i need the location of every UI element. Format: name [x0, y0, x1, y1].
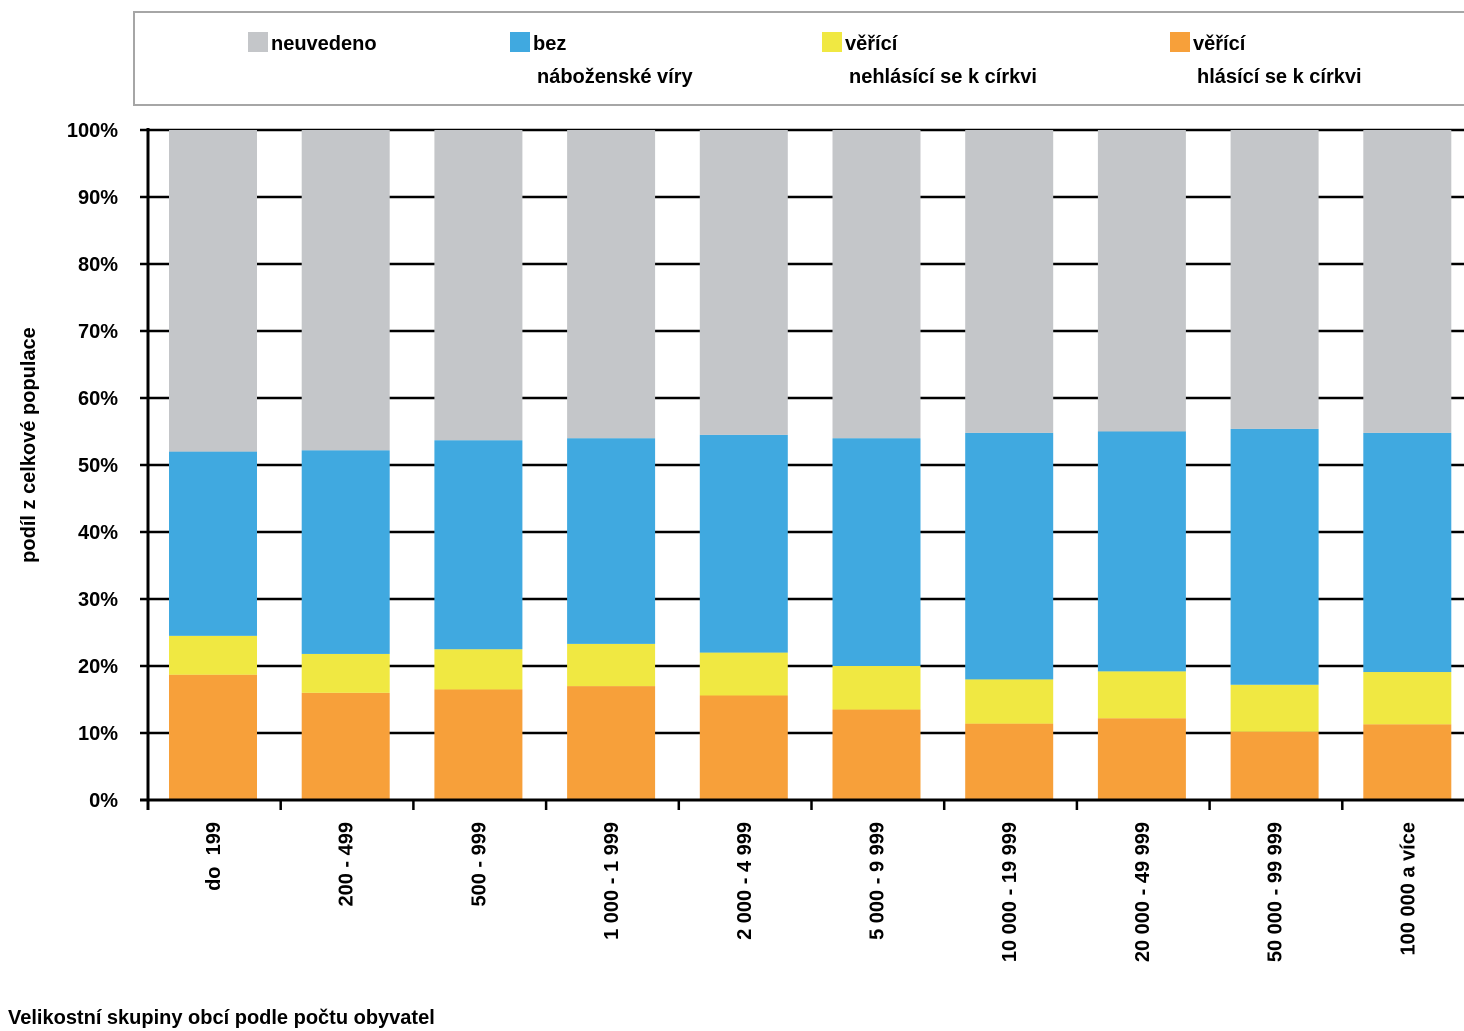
bar-segment-bez-nabozenske-viry — [965, 432, 1054, 680]
x-tick-label: 5 000 - 9 999 — [867, 822, 889, 940]
legend-label-verici-hlasici-se-k-cirkvi: věřící — [1193, 33, 1247, 55]
bar-segment-bez-nabozenske-viry — [1363, 432, 1452, 673]
bar-segment-verici-hlasici-se-k-cirkvi — [832, 709, 921, 800]
bar-segment-neuvedeno — [699, 130, 788, 435]
y-tick-label: 70% — [78, 321, 118, 343]
bar-segment-neuvedeno — [1230, 130, 1319, 429]
y-tick-label: 30% — [78, 589, 118, 611]
bar-segment-verici-hlasici-se-k-cirkvi — [1230, 731, 1319, 800]
y-tick-label: 100% — [67, 120, 118, 142]
y-tick-label: 60% — [78, 388, 118, 410]
legend-label-bez-nabozenske-viry-line2: náboženské víry — [537, 66, 694, 88]
bar-segment-verici-nehlasici-se-k-cirkvi — [1097, 671, 1186, 719]
bar-segment-verici-nehlasici-se-k-cirkvi — [1230, 684, 1319, 732]
bar-segment-verici-nehlasici-se-k-cirkvi — [1363, 672, 1452, 725]
bar-segment-verici-hlasici-se-k-cirkvi — [965, 723, 1054, 800]
bar-segment-neuvedeno — [965, 130, 1054, 433]
y-tick-label: 40% — [78, 522, 118, 544]
bar-segment-bez-nabozenske-viry — [832, 438, 921, 666]
bar-segment-verici-hlasici-se-k-cirkvi — [567, 686, 656, 800]
bar-segment-neuvedeno — [1097, 130, 1186, 432]
axes — [140, 128, 1464, 810]
bar-segment-bez-nabozenske-viry — [699, 434, 788, 653]
y-tick-label: 90% — [78, 187, 118, 209]
x-tick-label: 50 000 - 99 999 — [1265, 822, 1287, 962]
legend-label-verici-nehlasici-se-k-cirkvi: věřící — [845, 33, 899, 55]
bar-segment-bez-nabozenske-viry — [434, 440, 523, 650]
x-tick-label: 1 000 - 1 999 — [601, 822, 623, 940]
bar-segment-verici-nehlasici-se-k-cirkvi — [699, 652, 788, 696]
x-tick-label: 200 - 499 — [336, 822, 358, 907]
bar-segment-verici-hlasici-se-k-cirkvi — [301, 692, 390, 800]
legend-swatch-neuvedeno — [248, 32, 268, 52]
y-tick-label: 80% — [78, 254, 118, 276]
bar-segment-bez-nabozenske-viry — [1097, 431, 1186, 672]
bar-segment-verici-nehlasici-se-k-cirkvi — [169, 635, 257, 675]
bar-segment-neuvedeno — [1363, 130, 1452, 433]
bar-segment-neuvedeno — [434, 130, 523, 441]
legend: neuvedeno bez náboženské víry věřící nehlásí… — [133, 11, 1464, 106]
x-tick-label: 20 000 - 49 999 — [1132, 822, 1154, 962]
y-tick-label: 0% — [89, 790, 118, 812]
bar-segment-bez-nabozenske-viry — [169, 451, 257, 636]
bar-segment-verici-hlasici-se-k-cirkvi — [169, 674, 257, 800]
x-tick-label: 10 000 - 19 999 — [999, 822, 1021, 962]
x-tick-label: 500 - 999 — [468, 822, 490, 907]
y-tick-label: 20% — [78, 656, 118, 678]
bar-segment-verici-hlasici-se-k-cirkvi — [699, 695, 788, 800]
x-axis-title: Velikostní skupiny obcí podle počtu obyv… — [8, 1007, 435, 1029]
y-tick-label: 10% — [78, 723, 118, 745]
bar-segment-bez-nabozenske-viry — [301, 450, 390, 654]
bars — [169, 130, 1452, 800]
bar-segment-neuvedeno — [169, 130, 257, 452]
y-tick-labels: 0% 10% 20% 30% 40% 50% 60% 70% 80% 90% 100% — [67, 120, 118, 812]
bar-segment-verici-nehlasici-se-k-cirkvi — [301, 653, 390, 693]
bar-segment-verici-nehlasici-se-k-cirkvi — [832, 666, 921, 710]
bar-segment-bez-nabozenske-viry — [567, 438, 656, 644]
bar-segment-neuvedeno — [567, 130, 656, 439]
legend-label-neuvedeno: neuvedeno — [271, 33, 377, 55]
bar-segment-neuvedeno — [832, 130, 921, 439]
x-tick-labels: do 199 200 - 499 500 - 999 1 000 - 1 999 2 0… — [203, 822, 1419, 962]
legend-box — [133, 11, 1464, 106]
legend-swatch-verici-nehlasici-se-k-cirkvi — [822, 32, 842, 52]
x-tick-label: 2 000 - 4 999 — [734, 822, 756, 940]
legend-label-bez-nabozenske-viry: bez — [533, 33, 566, 55]
x-tick-label: do 199 — [203, 822, 225, 891]
bar-segment-verici-hlasici-se-k-cirkvi — [434, 689, 523, 800]
x-tick-label: 100 000 a více — [1397, 822, 1419, 955]
bar-segment-verici-nehlasici-se-k-cirkvi — [567, 643, 656, 687]
legend-swatch-verici-hlasici-se-k-cirkvi — [1170, 32, 1190, 52]
legend-swatch-bez-nabozenske-viry — [510, 32, 530, 52]
bar-segment-verici-nehlasici-se-k-cirkvi — [965, 679, 1054, 724]
bar-segment-verici-hlasici-se-k-cirkvi — [1363, 724, 1452, 800]
legend-label-verici-nehlasici-se-k-cirkvi-line2: nehlásící se k církvi — [849, 66, 1037, 88]
legend-label-verici-hlasici-se-k-cirkvi-line2: hlásící se k církvi — [1197, 66, 1362, 88]
y-tick-label: 50% — [78, 455, 118, 477]
bar-segment-neuvedeno — [301, 130, 390, 451]
bar-segment-bez-nabozenske-viry — [1230, 428, 1319, 685]
y-axis-title: podíl z celkové populace — [18, 327, 40, 563]
bar-segment-verici-hlasici-se-k-cirkvi — [1097, 718, 1186, 800]
bar-segment-verici-nehlasici-se-k-cirkvi — [434, 649, 523, 690]
